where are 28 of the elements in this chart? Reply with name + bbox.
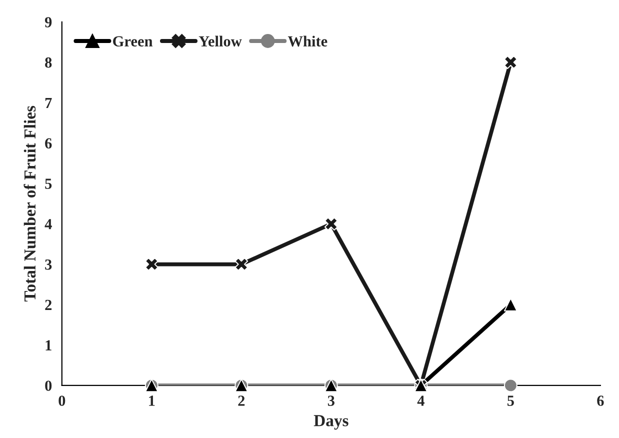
point [234, 258, 248, 271]
x-tick-label: 5 [507, 396, 514, 406]
y-axis-title: Total Number of Fruit Flies [24, 106, 36, 302]
y-tick-label: 9 [44, 17, 52, 28]
point [144, 258, 158, 271]
x-tick-label: 1 [149, 396, 155, 406]
legend-label: White [288, 36, 328, 47]
y-tick-label: 5 [45, 178, 52, 189]
x-axis-title: Days [314, 415, 348, 430]
y-tick-label: 4 [44, 219, 52, 230]
y-tick-label: 0 [45, 380, 52, 391]
point [504, 378, 518, 392]
y-tick-label: 2 [45, 300, 52, 310]
x-tick-label: 6 [597, 396, 604, 406]
legend-label: Yellow [198, 36, 242, 46]
x-tick-label: 3 [328, 396, 334, 406]
y-tick-label: 7 [45, 98, 52, 108]
x-tick-label: 0 [58, 396, 66, 406]
y-tick-label: 8 [45, 57, 52, 68]
point [504, 298, 518, 312]
y-tick-label: 1 [46, 340, 52, 350]
legend-label: Green [113, 36, 153, 46]
y-tick-label: 3 [45, 259, 52, 270]
x-tick-label: 2 [238, 396, 245, 406]
point [324, 217, 338, 231]
point [504, 56, 518, 70]
y-tick-label: 6 [45, 138, 52, 149]
x-tick-label: 4 [417, 396, 424, 406]
